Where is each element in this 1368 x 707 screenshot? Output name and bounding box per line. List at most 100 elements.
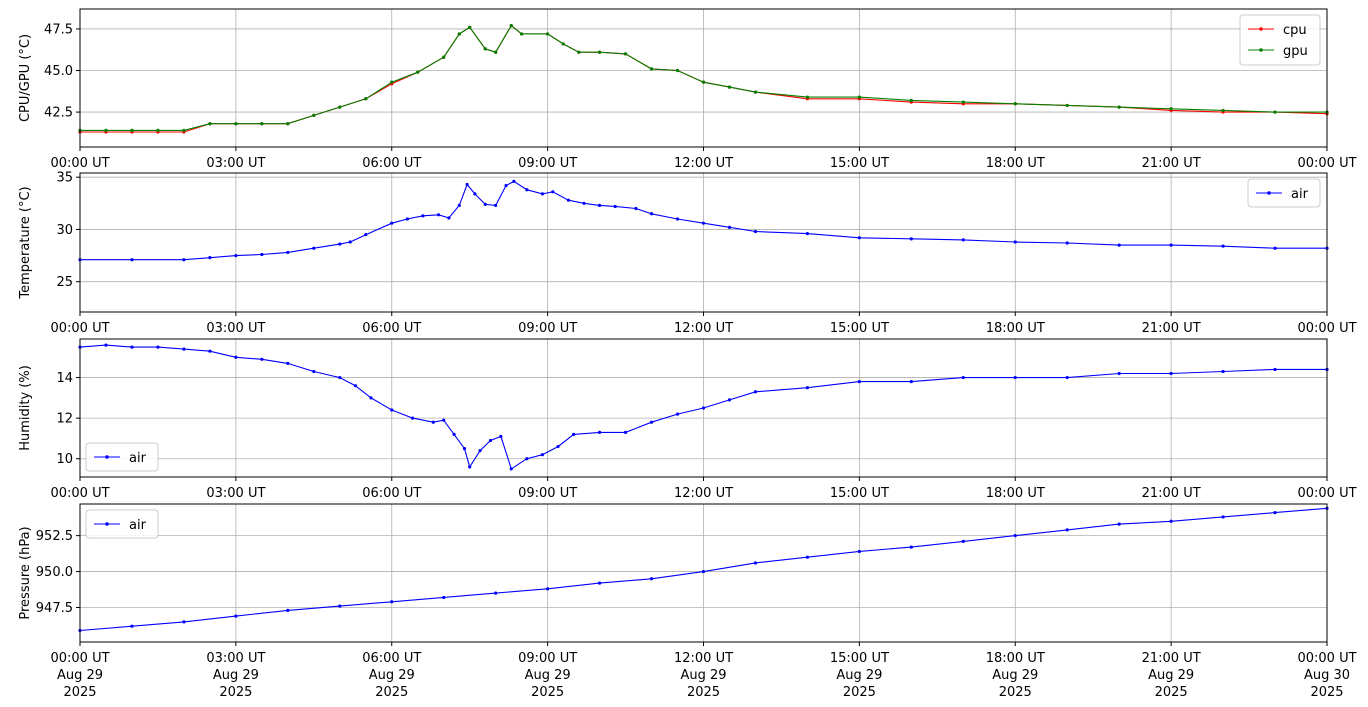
y-tick-label: 25 [56,275,73,290]
x-tick-label: 12:00 UT [674,651,733,666]
data-point-air [540,192,545,196]
x-tick-label: 00:00 UT [1297,156,1356,171]
x-tick-label: 00:00 UT [50,651,109,666]
humidity-chart: 10 12 14 Humidity (%) 00:00 UT 03:00 UT 06:00 … [18,338,1357,501]
data-point-air [1065,528,1069,532]
data-point-air [182,258,186,262]
data-point-air [566,198,571,202]
data-point-gpu [130,128,134,132]
data-point-air [1013,534,1017,538]
data-point-air [556,444,560,449]
data-point-air [1117,243,1121,247]
data-point-air [442,595,446,600]
data-point-gpu [1273,110,1277,114]
x-tick-label: 09:00 UT [518,486,577,501]
data-point-air [1221,369,1225,374]
data-point-air [572,432,576,436]
y-tick-label: 14 [56,371,73,386]
data-point-gpu [1117,105,1121,109]
data-point-air [494,203,498,207]
x-tick-label: 06:00 UT [362,156,421,171]
x-tick-label: 21:00 UT [1142,486,1201,501]
data-point-gpu [701,80,706,84]
data-point-air [364,233,368,237]
data-point-air [701,221,706,225]
data-point-gpu [857,95,861,99]
data-point-air [1169,243,1173,247]
data-point-gpu [416,70,420,74]
legend: air [85,509,159,539]
data-point-air [525,457,529,461]
data-point-air [1273,367,1277,372]
legend-box [1239,14,1321,66]
data-point-air [338,604,342,608]
x-tick-label: 09:00 UT [518,156,577,171]
data-point-air [462,446,467,451]
data-point-gpu [520,32,524,36]
data-point-gpu [649,67,654,71]
y-axis-label: Temperature (°C) [18,186,33,299]
legend-marker-air [105,455,109,459]
data-point-air [494,591,498,595]
x-tick-date-label: 2025 [1310,685,1343,700]
data-point-air [465,182,469,187]
data-point-air [1169,519,1173,523]
legend-box [85,509,159,539]
x-tick-label: 00:00 UT [50,486,109,501]
legend-marker-gpu [1259,48,1263,52]
data-point-air [753,390,758,394]
data-point-gpu [1221,108,1225,113]
data-point-air [701,406,706,410]
data-point-air [613,204,617,209]
data-point-air [546,587,550,591]
data-point-gpu [546,32,550,36]
data-point-air [649,420,654,424]
data-point-gpu [468,25,472,29]
x-tick-label: 12:00 UT [674,156,733,171]
y-tick-label: 30 [56,223,73,238]
data-point-air [390,221,394,225]
y-tick-label: 952.5 [36,529,73,544]
x-tick-label: 00:00 UT [1297,651,1356,666]
legend-label-air: air [1291,187,1309,202]
data-point-air [857,236,861,240]
data-point-air [805,232,810,236]
x-tick-label: 15:00 UT [830,156,889,171]
x-tick-date-label: Aug 29 [680,668,726,683]
data-point-gpu [1013,102,1017,106]
data-point-air [410,416,415,420]
y-tick-label: 45.0 [44,64,73,79]
data-point-air [649,212,654,216]
data-point-gpu [597,50,602,54]
x-tick-date-label: 2025 [1155,685,1188,700]
x-tick-date-label: Aug 29 [213,668,259,683]
data-point-air [525,188,529,192]
x-tick-date-label: 2025 [687,685,720,700]
y-tick-label: 12 [56,412,73,427]
data-point-air [468,465,472,469]
x-tick-label: 06:00 UT [362,651,421,666]
y-tick-label: 42.5 [44,106,73,121]
x-tick-date-label: Aug 29 [525,668,571,683]
data-point-gpu [623,52,628,56]
y-tick-label: 947.5 [36,601,73,616]
data-point-air [390,408,394,412]
data-point-air [156,345,160,349]
data-point-gpu [727,85,732,89]
data-point-air [753,561,758,565]
legend-marker-air [105,522,109,526]
data-point-air [634,206,638,211]
data-point-air [338,242,342,246]
x-tick-label: 03:00 UT [206,156,265,171]
data-point-air [1221,515,1225,519]
data-point-air [130,345,134,349]
data-point-air [234,355,238,359]
data-point-air [727,398,732,402]
x-tick-date-label: Aug 29 [992,668,1038,683]
data-point-air [312,246,316,250]
data-point-air [961,539,965,543]
data-point-air [405,217,409,221]
data-point-gpu [961,100,965,104]
data-point-air [1169,371,1173,376]
data-point-air [1273,511,1277,515]
